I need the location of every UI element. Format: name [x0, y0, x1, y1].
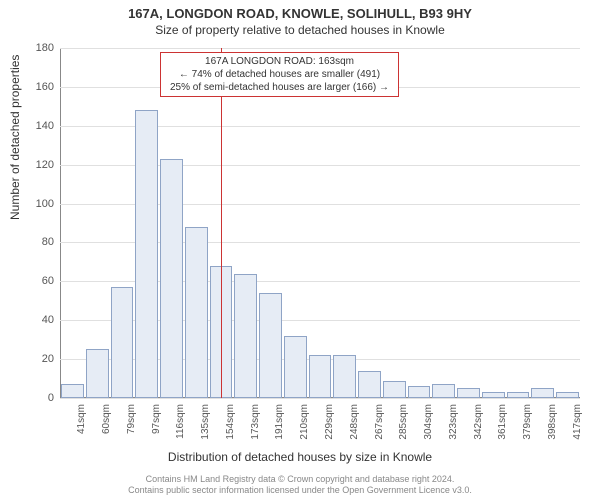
- annotation-box: 167A LONGDON ROAD: 163sqm← 74% of detach…: [160, 52, 399, 97]
- histogram-bar: [556, 392, 579, 398]
- x-axis-label: Distribution of detached houses by size …: [0, 450, 600, 464]
- histogram-bar: [507, 392, 530, 398]
- y-tick-label: 60: [24, 275, 54, 287]
- annotation-line-2: ← 74% of detached houses are smaller (49…: [167, 68, 392, 81]
- histogram-bar: [408, 386, 431, 398]
- histogram-bar: [160, 159, 183, 398]
- footer-line-1: Contains HM Land Registry data © Crown c…: [0, 474, 600, 485]
- annotation-line-3: 25% of semi-detached houses are larger (…: [167, 81, 392, 94]
- y-axis-label: Number of detached properties: [8, 55, 22, 220]
- title-sub: Size of property relative to detached ho…: [0, 21, 600, 37]
- histogram-bar: [135, 110, 158, 398]
- y-tick-label: 0: [24, 392, 54, 404]
- histogram-bar: [309, 355, 332, 398]
- y-tick-label: 120: [24, 159, 54, 171]
- grid-line: [60, 48, 580, 49]
- footer-line-2: Contains public sector information licen…: [0, 485, 600, 496]
- histogram-bar: [185, 227, 208, 398]
- histogram-bar: [259, 293, 282, 398]
- footer: Contains HM Land Registry data © Crown c…: [0, 474, 600, 496]
- histogram-bar: [432, 384, 455, 398]
- histogram-bar: [531, 388, 554, 398]
- histogram-bar: [358, 371, 381, 398]
- histogram-bar: [234, 274, 257, 398]
- histogram-bar: [86, 349, 109, 398]
- histogram-bar: [383, 381, 406, 399]
- y-tick-label: 80: [24, 236, 54, 248]
- y-tick-label: 40: [24, 314, 54, 326]
- title-main: 167A, LONGDON ROAD, KNOWLE, SOLIHULL, B9…: [0, 0, 600, 21]
- histogram-bar: [482, 392, 505, 398]
- y-tick-label: 20: [24, 353, 54, 365]
- histogram-bar: [457, 388, 480, 398]
- histogram-bar: [111, 287, 134, 398]
- y-axis-line: [60, 48, 61, 398]
- y-tick-label: 180: [24, 42, 54, 54]
- chart-plot-area: 02040608010012014016018041sqm60sqm79sqm9…: [60, 48, 580, 398]
- histogram-bar: [333, 355, 356, 398]
- grid-line: [60, 398, 580, 399]
- histogram-bar: [284, 336, 307, 398]
- y-tick-label: 140: [24, 120, 54, 132]
- y-tick-label: 100: [24, 198, 54, 210]
- reference-line: [221, 48, 223, 398]
- histogram-bar: [61, 384, 84, 398]
- chart-container: 167A, LONGDON ROAD, KNOWLE, SOLIHULL, B9…: [0, 0, 600, 500]
- y-tick-label: 160: [24, 81, 54, 93]
- annotation-line-1: 167A LONGDON ROAD: 163sqm: [167, 55, 392, 68]
